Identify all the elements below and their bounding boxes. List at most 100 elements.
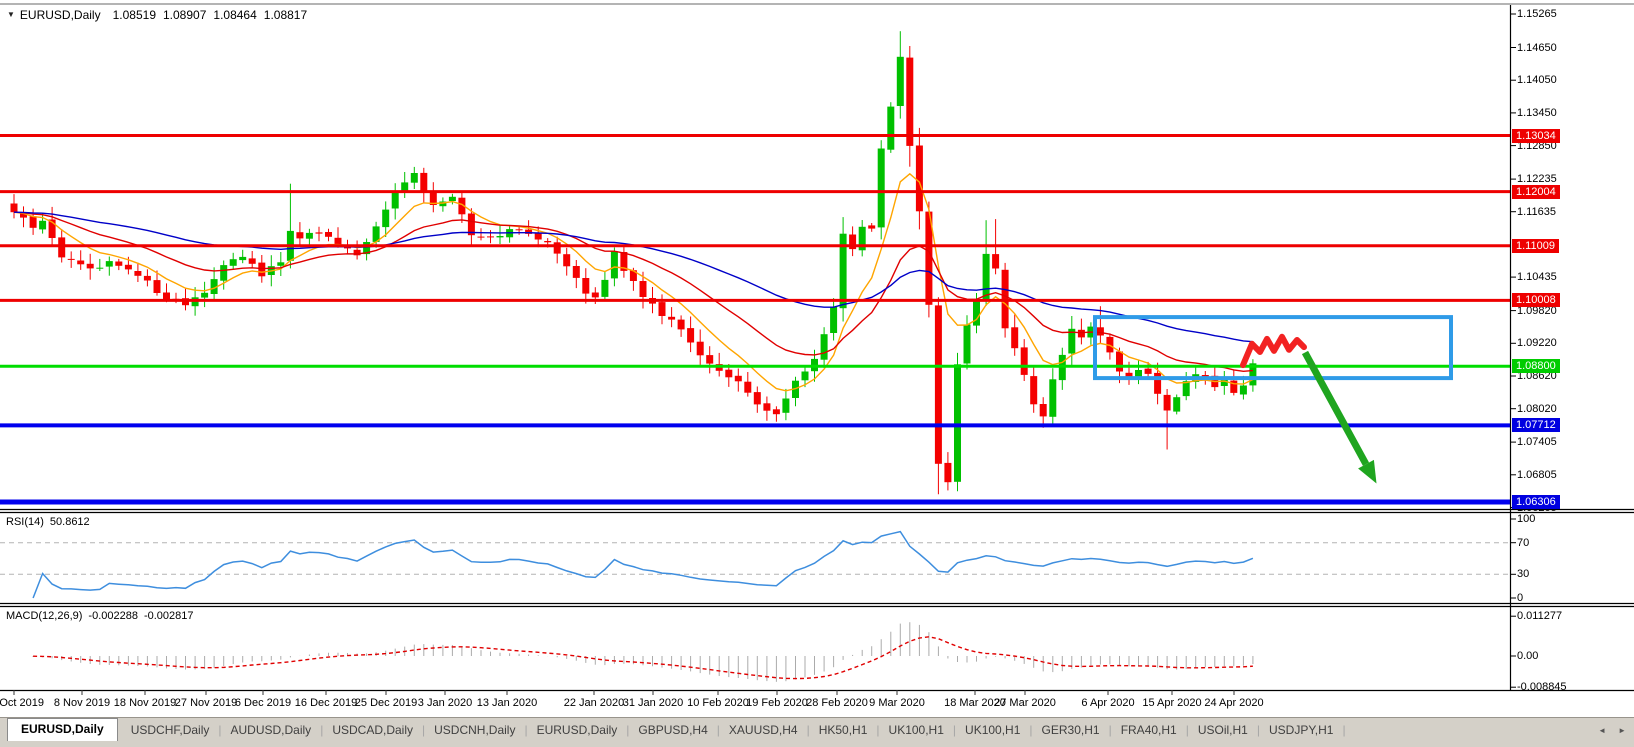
price-tick: 1.15265: [1517, 8, 1557, 20]
ma-medium-line: [13, 211, 1253, 373]
tab-divider: |: [1029, 723, 1033, 737]
rsi-axis-tick: 30: [1517, 568, 1530, 581]
annotation-range-box: [1093, 315, 1453, 381]
symbol-dropdown-icon[interactable]: ▼: [7, 10, 15, 19]
tab-usdchf-daily[interactable]: USDCHF,Daily: [130, 722, 210, 737]
date-tick: 9 Mar 2020: [869, 697, 925, 709]
macd-signal-line: [33, 636, 1253, 680]
ohlc-close: 1.08817: [263, 8, 308, 22]
date-tick: 6 Dec 2019: [234, 697, 292, 709]
window-top-edge: [0, 0, 1634, 5]
tab-fra40-h1[interactable]: FRA40,H1: [1120, 722, 1177, 737]
date-tick: 8 Nov 2019: [53, 697, 111, 709]
price-tick: 1.13450: [1517, 106, 1557, 119]
price-level-badge: 1.13034: [1512, 128, 1560, 143]
tab-usdjpy-h1[interactable]: USDJPY,H1: [1268, 722, 1334, 737]
rsi-label: RSI(14) 50.8612: [6, 516, 96, 528]
macd-axis-tick: 0.00: [1517, 650, 1539, 662]
tab-uk100-h1[interactable]: UK100,H1: [965, 722, 1021, 737]
macd-value-signal: -0.002817: [143, 610, 194, 622]
date-tick: 13 Jan 2020: [476, 697, 538, 709]
tab-scroll-arrows: ◄ ►: [1598, 718, 1626, 742]
tab-audusd-daily[interactable]: AUDUSD,Daily: [230, 722, 312, 737]
tab-divider: |: [952, 723, 957, 737]
date-tick: 28 Feb 2020: [806, 697, 868, 709]
macd-axis-tick: 0.011277: [1517, 610, 1563, 623]
tab-divider: |: [1185, 723, 1189, 737]
tab-usoil-h1[interactable]: USOil,H1: [1197, 722, 1248, 737]
tab-usdcad-daily[interactable]: USDCAD,Daily: [332, 722, 413, 737]
date-tick: 19 Feb 2020: [746, 697, 808, 709]
date-tick: 3 Jan 2020: [417, 697, 473, 709]
tab-divider: |: [218, 723, 222, 737]
price-tick: 1.14650: [1517, 41, 1557, 54]
date-tick: 22 Jan 2020: [563, 697, 625, 709]
tab-ger30-h1[interactable]: GER30,H1: [1041, 722, 1100, 737]
price-tick: 1.08020: [1517, 402, 1557, 415]
tab-divider: |: [1108, 723, 1112, 737]
annotation-zigzag: [1240, 333, 1307, 369]
tab-scroll-left-icon[interactable]: ◄: [1598, 725, 1607, 735]
price-tick: 1.09820: [1517, 304, 1557, 317]
date-tick: 16 Dec 2019: [294, 697, 358, 709]
tab-divider: |: [806, 723, 810, 737]
date-tick: 6 Apr 2020: [1081, 697, 1135, 709]
tab-usdcnh-daily[interactable]: USDCNH,Daily: [434, 722, 516, 737]
macd-panel: [32, 622, 1254, 682]
ohlc-open: 1.08519: [112, 8, 156, 22]
tab-gbpusd-h4[interactable]: GBPUSD,H4: [638, 722, 708, 737]
macd-value-main: -0.002288: [88, 610, 138, 622]
tab-scroll-right-icon[interactable]: ►: [1618, 725, 1626, 735]
price-level-badge: 1.11009: [1512, 238, 1559, 253]
price-tick: 1.12235: [1517, 173, 1557, 186]
tab-divider: |: [422, 723, 426, 737]
date-tick: 27 Nov 2019: [174, 697, 238, 709]
date-tick: 18 Mar 2020: [944, 697, 1006, 709]
rsi-axis-tick: 100: [1517, 513, 1536, 525]
tab-divider: |: [524, 723, 528, 737]
macd-name: MACD(12,26,9): [6, 610, 83, 622]
tab-divider: |: [876, 723, 880, 737]
date-tick: 15 Apr 2020: [1142, 697, 1202, 709]
tab-list: EURUSD,Daily USDCHF,Daily | AUDUSD,Daily | US…: [0, 718, 1346, 742]
tab-hk50-h1[interactable]: HK50,H1: [818, 722, 868, 737]
price-tick: 1.09220: [1517, 337, 1557, 350]
annotation-arrow-head: [1358, 459, 1377, 484]
price-level-badge: 1.10008: [1512, 293, 1560, 308]
tab-divider: |: [716, 723, 720, 737]
price-tick: 1.14050: [1517, 74, 1557, 87]
tab-divider: |: [626, 723, 630, 737]
tab-uk100-h1[interactable]: UK100,H1: [888, 722, 944, 737]
price-level-badge: 1.07712: [1512, 418, 1560, 433]
tab-divider: |: [1256, 723, 1260, 737]
date-tick: 10 Feb 2020: [687, 697, 749, 709]
annotation-arrow-shaft: [1301, 350, 1370, 466]
price-level-badge: 1.08800: [1512, 359, 1560, 374]
date-tick: 27 Mar 2020: [994, 697, 1056, 709]
tab-xauusd-h4[interactable]: XAUUSD,H4: [728, 722, 798, 737]
price-tick: 1.12850: [1517, 139, 1557, 152]
price-tick: 1.11635: [1517, 205, 1556, 218]
price-tick: 1.06805: [1517, 468, 1557, 481]
price-tick: 1.07405: [1517, 436, 1557, 449]
tab-eurusd-daily[interactable]: EURUSD,Daily: [536, 722, 618, 737]
rsi-value: 50.8612: [49, 516, 90, 528]
tab-divider: |: [320, 723, 324, 737]
window-bottom-edge: [0, 741, 1634, 747]
rsi-line: [32, 530, 1254, 599]
tab-eurusd-daily[interactable]: EURUSD,Daily: [7, 718, 118, 742]
date-tick: 18 Nov 2019: [113, 697, 177, 709]
macd-label: MACD(12,26,9) -0.002288 -0.002817: [6, 610, 200, 622]
date-tick: 24 Apr 2020: [1204, 697, 1264, 709]
date-tick: 25 Dec 2019: [354, 697, 418, 709]
date-tick: 31 Jan 2020: [622, 697, 684, 709]
price-level-badge: 1.12004: [1512, 184, 1560, 199]
rsi-panel: [0, 530, 1510, 599]
price-level-badge: 1.06306: [1512, 495, 1560, 509]
chart-header: ▼ EURUSD,Daily 1.08519 1.08907 1.08464 1.0881…: [7, 8, 314, 22]
rsi-axis-tick: 0: [1517, 592, 1524, 604]
price-tick: 1.10435: [1517, 271, 1557, 284]
